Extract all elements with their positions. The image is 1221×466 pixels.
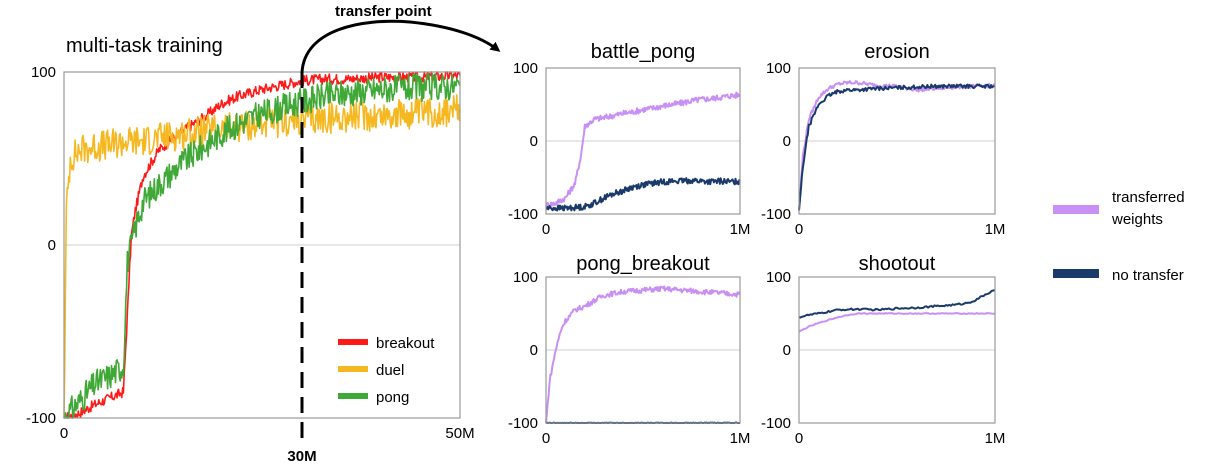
- transfer-x-label: 30M: [287, 448, 316, 465]
- multi-ytick-2: 100: [31, 64, 56, 81]
- transfer-annotation: transfer point 30M: [287, 3, 501, 465]
- shootout-title: shootout: [859, 253, 936, 275]
- pong-breakout-title: pong_breakout: [576, 253, 710, 275]
- erosion-xtick-1: 1M: [985, 221, 1006, 238]
- erosion-frame: [798, 67, 996, 215]
- erosion-series-transferred-weights: [798, 80, 996, 211]
- legend-multi-task: breakout duel pong: [338, 335, 435, 406]
- transfer-arrow: [300, 19, 501, 73]
- legend-swatch-no-transfer: [1053, 269, 1099, 278]
- battle-pong-series-no-transfer: [545, 177, 741, 212]
- legend-label-duel: duel: [376, 362, 404, 379]
- shootout-xtick-1: 1M: [985, 430, 1006, 447]
- shootout-frame: [798, 276, 996, 424]
- pong-breakout-frame: [545, 276, 741, 424]
- multi-ytick-0: -100: [26, 410, 56, 427]
- battle-pong-title: battle_pong: [591, 41, 696, 63]
- legend-label-breakout: breakout: [376, 335, 435, 352]
- multi-ytick-1: 0: [48, 237, 56, 254]
- erosion-ytick-1: 0: [783, 133, 791, 150]
- erosion-title: erosion: [864, 41, 930, 63]
- legend-transfer: transferred weights no transfer: [1053, 189, 1185, 284]
- battle-pong-frame: [545, 67, 741, 215]
- pong-breakout-ytick-2: 100: [513, 269, 538, 286]
- multi-frame: [63, 71, 461, 419]
- multi-series-pong: [64, 72, 461, 419]
- battle-pong-ytick-1: 0: [530, 133, 538, 150]
- shootout-ytick-0: -100: [761, 415, 791, 432]
- erosion-ytick-0: -100: [761, 206, 791, 223]
- battle-pong-ytick-2: 100: [513, 60, 538, 77]
- legend-label-no-transfer: no transfer: [1112, 267, 1184, 284]
- shootout-series-no-transfer: [798, 289, 996, 319]
- legend-swatch-breakout: [338, 339, 368, 345]
- erosion-series-no-transfer: [798, 83, 995, 211]
- pong-breakout-series-transferred-weights: [545, 285, 741, 424]
- battle-pong-xtick-1: 1M: [730, 221, 751, 238]
- erosion-ytick-2: 100: [766, 60, 791, 77]
- multi-xtick-0: 0: [60, 425, 68, 442]
- multi-series-duel: [63, 94, 461, 419]
- legend-swatch-duel: [338, 366, 368, 372]
- battle-pong-series-transferred-weights: [545, 91, 741, 209]
- pong-breakout-xtick-1: 1M: [730, 430, 751, 447]
- shootout-ytick-1: 0: [783, 342, 791, 359]
- shootout-ytick-2: 100: [766, 269, 791, 286]
- shootout-xtick-0: 0: [795, 430, 803, 447]
- shootout-series-transferred-weights: [798, 312, 996, 333]
- battle-pong-xtick-0: 0: [542, 221, 550, 238]
- legend-label-transferred: transferred weights: [1111, 189, 1185, 228]
- legend-swatch-transferred: [1053, 205, 1099, 214]
- battle-pong-ytick-0: -100: [508, 206, 538, 223]
- pong-breakout-xtick-0: 0: [542, 430, 550, 447]
- multi-series-breakout: [63, 71, 461, 419]
- erosion-xtick-0: 0: [795, 221, 803, 238]
- pong-breakout-ytick-1: 0: [530, 342, 538, 359]
- legend-label-pong: pong: [376, 389, 409, 406]
- pong-breakout-ytick-0: -100: [508, 415, 538, 432]
- multi-title: multi-task training: [66, 35, 223, 57]
- transfer-point-label: transfer point: [335, 3, 432, 20]
- legend-swatch-pong: [338, 393, 368, 399]
- multi-xtick-1: 50M: [445, 425, 474, 442]
